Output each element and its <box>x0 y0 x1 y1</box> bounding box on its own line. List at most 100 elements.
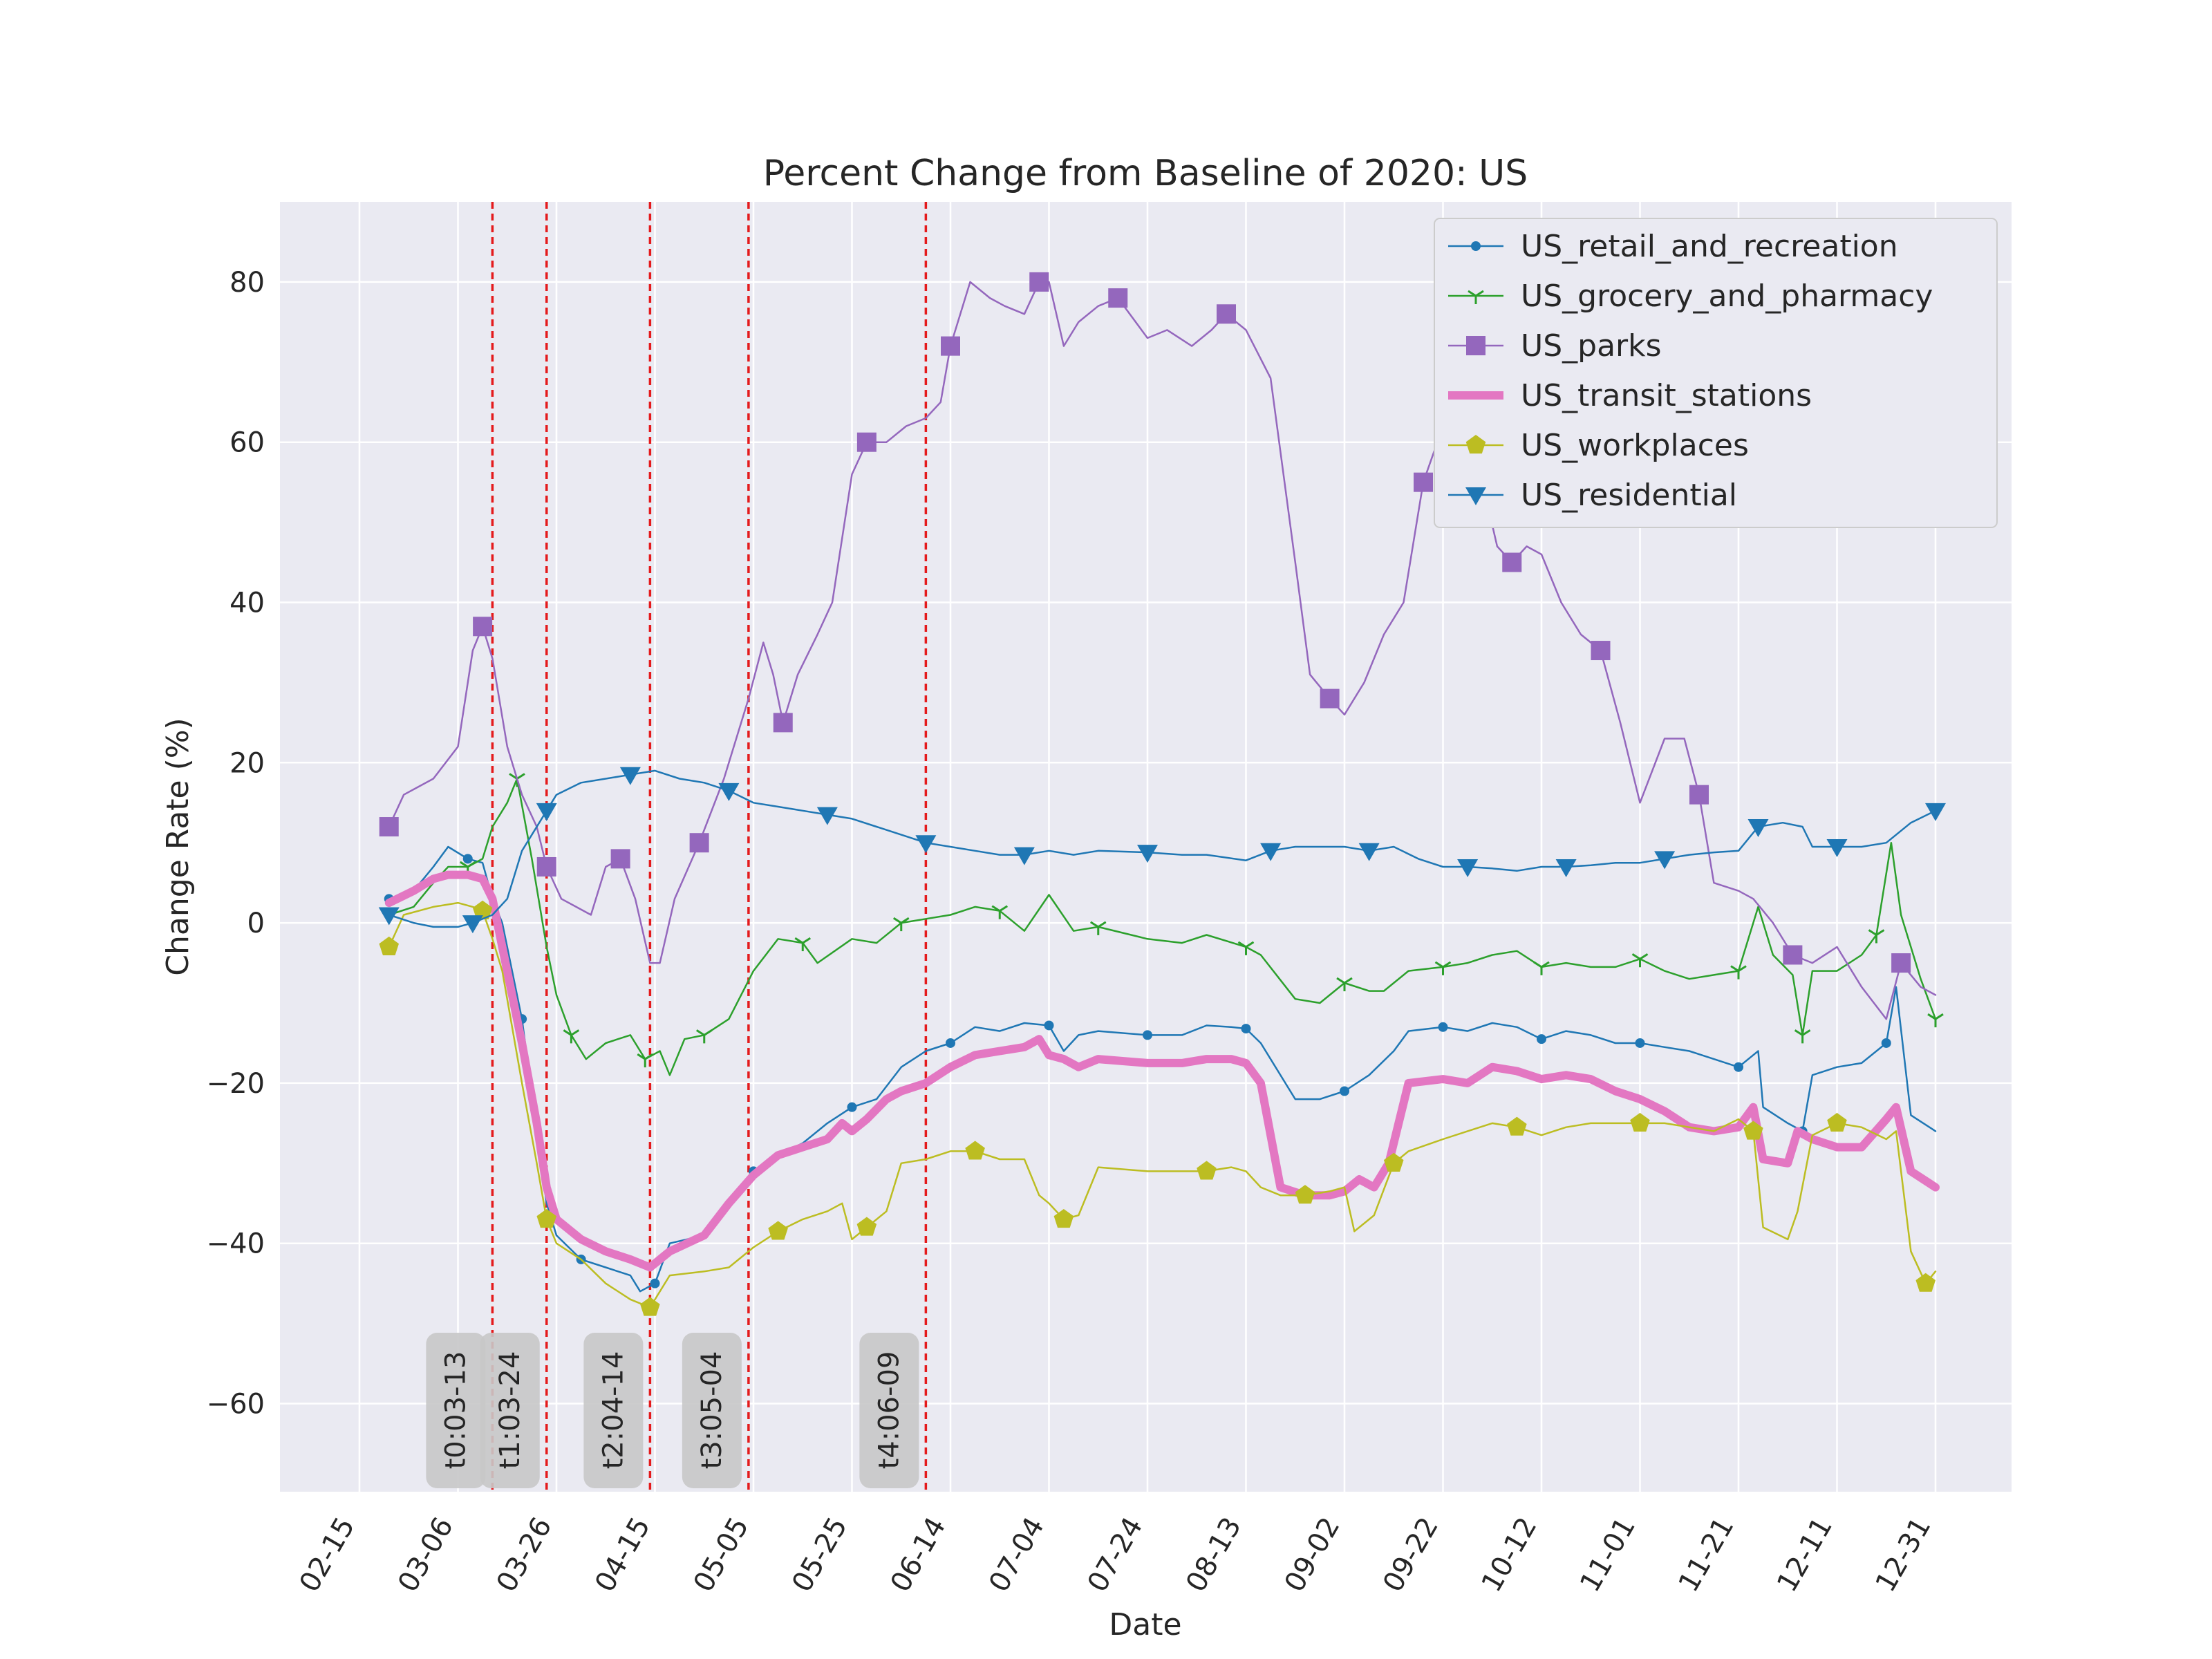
x-tick-label: 07-24 <box>1082 1512 1150 1597</box>
series-point <box>718 782 740 801</box>
series-point <box>847 1102 857 1112</box>
series-point <box>619 767 641 785</box>
series-point <box>773 713 793 733</box>
x-tick-label: 09-22 <box>1377 1512 1445 1597</box>
series-point <box>689 833 709 853</box>
series-point <box>1013 847 1035 865</box>
legend-label: US_transit_stations <box>1521 378 1812 413</box>
chart-title: Percent Change from Baseline of 2020: US <box>763 153 1528 194</box>
series-point <box>1320 688 1340 709</box>
series-point <box>1925 803 1946 821</box>
series-point <box>1471 241 1481 251</box>
series-point <box>1794 1029 1811 1044</box>
legend-item: US_grocery_and_pharmacy <box>1448 279 1933 314</box>
series-point <box>1143 1030 1152 1040</box>
series-US_grocery_and_pharmacy <box>380 773 1944 1076</box>
series-point <box>1743 1121 1763 1140</box>
series-point <box>1654 851 1676 870</box>
series-point <box>650 1278 660 1288</box>
legend-box <box>1434 218 1998 528</box>
series-point <box>610 849 630 869</box>
series-point <box>915 835 937 854</box>
series-point <box>1747 819 1769 838</box>
series-point <box>472 900 493 919</box>
series-point <box>378 907 400 926</box>
event-markers: t0:03-13 t1:03-24 t2:04-14 t3:05-04 t4:06-09 <box>426 202 928 1492</box>
legend-item: US_workplaces <box>1448 428 1749 463</box>
y-tick-label: 80 <box>229 267 265 299</box>
series-point <box>1537 1034 1546 1044</box>
y-tick-label: 0 <box>247 908 265 939</box>
series-point <box>1591 641 1611 661</box>
series-point <box>1089 921 1107 935</box>
y-axis-ticks: −60 −40 −20 0 20 40 60 80 <box>207 267 265 1421</box>
event-label: t3:05-04 <box>696 1351 728 1470</box>
series-point <box>640 1297 660 1316</box>
x-axis-label: Date <box>1109 1607 1181 1642</box>
series-point <box>1260 843 1282 861</box>
series-point <box>1108 288 1128 308</box>
series-US_workplaces <box>379 900 1937 1316</box>
event-label-box <box>859 1333 919 1488</box>
y-tick-label: 40 <box>229 588 265 619</box>
legend-label: US_retail_and_recreation <box>1521 229 1898 264</box>
event-label-box <box>682 1333 742 1488</box>
x-tick-label: 10-12 <box>1476 1512 1544 1597</box>
series-point <box>1295 1185 1315 1204</box>
legend: US_retail_and_recreation US_grocery_and_p… <box>1434 218 1998 528</box>
x-tick-label: 08-13 <box>1180 1512 1248 1597</box>
series-point <box>1241 1024 1251 1034</box>
series-point <box>1631 953 1649 968</box>
y-axis-label: Change Rate (%) <box>160 718 196 975</box>
series-point <box>1466 336 1485 355</box>
series-point <box>1137 845 1158 863</box>
series-point <box>536 856 556 877</box>
event-label-box <box>426 1333 486 1488</box>
y-tick-label: −20 <box>207 1068 265 1100</box>
y-tick-label: 20 <box>229 747 265 779</box>
x-axis-ticks: 02-15 03-06 03-26 04-15 05-05 05-25 06-14 07-04… <box>294 1512 1938 1597</box>
series-point <box>816 807 838 825</box>
x-tick-label: 07-04 <box>983 1512 1051 1597</box>
series-point <box>1730 965 1747 980</box>
series-point <box>1053 1208 1074 1228</box>
series-point <box>946 1038 955 1048</box>
event-label: t1:03-24 <box>494 1351 526 1470</box>
x-tick-label: 05-05 <box>688 1512 756 1597</box>
series-point <box>1827 1112 1847 1132</box>
series-point <box>536 1208 557 1228</box>
event-label: t2:04-14 <box>597 1351 629 1470</box>
series-point <box>695 1029 713 1044</box>
series-point <box>1507 1116 1527 1136</box>
x-tick-label: 06-14 <box>885 1512 953 1597</box>
series-point <box>941 336 960 356</box>
series-point <box>1555 859 1577 877</box>
series-point <box>1217 304 1236 324</box>
x-tick-label: 12-11 <box>1771 1512 1839 1597</box>
series-point <box>1881 1038 1891 1048</box>
series-point <box>462 915 483 934</box>
series-point <box>1891 953 1911 973</box>
series-point <box>856 1217 877 1236</box>
series-point <box>965 1141 985 1160</box>
legend-label: US_parks <box>1521 328 1662 364</box>
x-tick-label: 11-01 <box>1574 1512 1642 1597</box>
x-tick-label: 12-31 <box>1870 1512 1938 1597</box>
legend-item: US_retail_and_recreation <box>1448 229 1898 264</box>
legend-label: US_residential <box>1521 478 1737 513</box>
legend-item: US_transit_stations <box>1448 378 1812 413</box>
series-point <box>379 817 399 837</box>
series-line <box>388 845 1937 1293</box>
x-tick-label: 09-02 <box>1279 1512 1347 1597</box>
series-point <box>1915 1273 1936 1292</box>
series-point <box>1630 1112 1650 1132</box>
series-point <box>536 803 557 821</box>
series-point <box>1734 1062 1743 1072</box>
legend-label: US_grocery_and_pharmacy <box>1521 279 1933 314</box>
series-point <box>1457 859 1479 877</box>
series-US_parks <box>379 272 1937 1020</box>
series-point <box>1826 839 1848 857</box>
series-point <box>1502 552 1522 572</box>
series-point <box>856 432 877 452</box>
event-label-box <box>583 1333 644 1488</box>
